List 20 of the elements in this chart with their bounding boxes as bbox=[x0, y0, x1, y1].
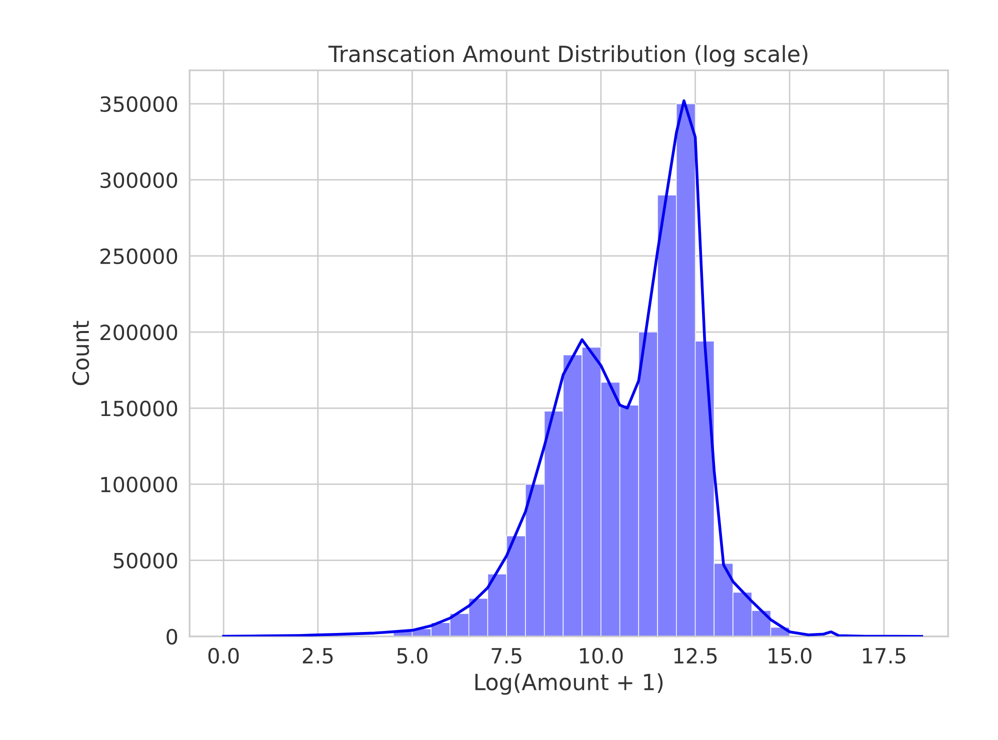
y-axis-title: Count bbox=[72, 320, 90, 386]
x-tick-label: 5.0 bbox=[397, 648, 428, 664]
line-series bbox=[222, 99, 924, 636]
y-tick-label: 50000 bbox=[114, 552, 178, 569]
x-tick-label: 7.5 bbox=[492, 648, 522, 664]
y-tick-label: 0 bbox=[166, 628, 178, 645]
x-tick-label: 12.5 bbox=[674, 648, 717, 664]
y-tick-label: 350000 bbox=[100, 96, 178, 112]
x-tick-label: 0.0 bbox=[208, 648, 239, 664]
x-tick-label: 2.5 bbox=[302, 648, 333, 664]
chart-title: Transcation Amount Distribution (log scale) bbox=[328, 45, 808, 67]
y-tick-label: 100000 bbox=[101, 476, 178, 492]
x-tick-label: 10.0 bbox=[580, 648, 623, 664]
y-tick-label: 150000 bbox=[101, 400, 178, 416]
y-tick-label: 300000 bbox=[100, 172, 178, 188]
x-tick-label: 15.0 bbox=[768, 648, 812, 664]
x-tick-label: 17.5 bbox=[863, 648, 906, 664]
y-tick-label: 200000 bbox=[100, 324, 178, 340]
y-tick-label: 250000 bbox=[100, 248, 178, 264]
x-axis-title: Log(Amount + 1) bbox=[475, 673, 663, 695]
